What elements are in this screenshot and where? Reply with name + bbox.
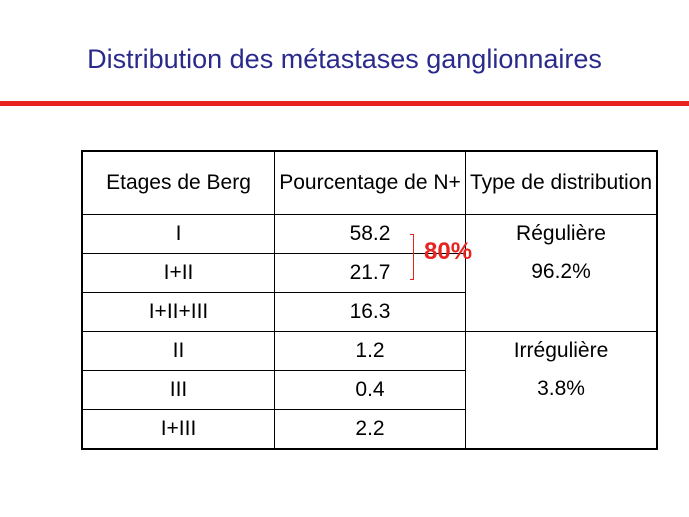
etage-cell: III (81, 370, 275, 410)
distribution-type: Régulière (516, 222, 606, 245)
pourcentage-cell: 0.4 (274, 370, 466, 410)
table-row: I 58.2 Régulière 96.2% (81, 214, 658, 332)
table-header-row: Etages de Berg Pourcentage de N+ Type de… (81, 150, 658, 215)
berg-distribution-table: Etages de Berg Pourcentage de N+ Type de… (81, 150, 658, 450)
etage-cell: I+III (81, 409, 275, 450)
pourcentage-cell: 58.2 (274, 214, 466, 254)
distribution-reguliere-cell: Régulière 96.2% (465, 214, 658, 332)
distribution-type: Irrégulière (513, 339, 609, 362)
title-divider (0, 101, 689, 106)
header-pourcentage: Pourcentage de N+ (274, 150, 466, 215)
etage-cell: II (81, 331, 275, 371)
pourcentage-cell: 16.3 (274, 292, 466, 332)
distribution-percent: 3.8% (537, 377, 585, 400)
header-etages: Etages de Berg (81, 150, 275, 215)
table-row: I+II 21.7 (81, 253, 657, 293)
pourcentage-cell: 1.2 (274, 331, 466, 371)
highlight-bracket (410, 234, 414, 280)
etage-cell: I+II (81, 253, 275, 293)
header-type: Type de distribution (465, 150, 658, 215)
table-row: I+II+III 16.3 (81, 292, 657, 332)
etage-cell: I+II+III (81, 292, 275, 332)
etage-cell: I (81, 214, 275, 254)
table-row: III 0.4 (81, 370, 657, 410)
table-row: I+III 2.2 (81, 409, 657, 450)
slide-title: Distribution des métastases ganglionnair… (87, 44, 602, 74)
highlight-percentage: 80% (424, 238, 473, 265)
distribution-irreguliere-cell: Irrégulière 3.8% (465, 331, 658, 450)
pourcentage-cell: 2.2 (274, 409, 466, 450)
table-row: II 1.2 Irrégulière 3.8% (81, 331, 658, 450)
distribution-percent: 96.2% (531, 260, 591, 283)
